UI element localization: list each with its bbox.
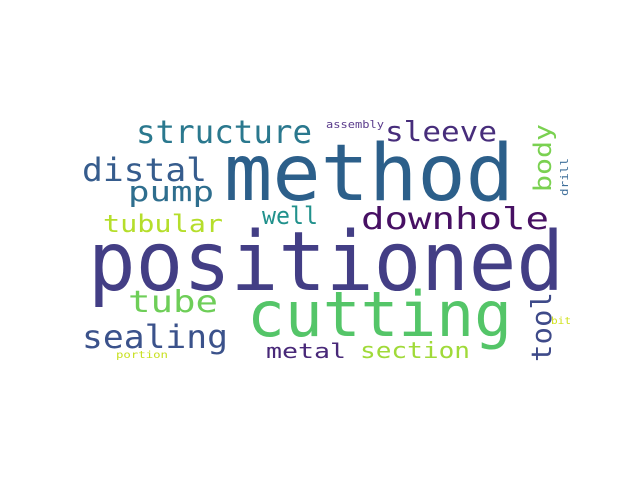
word-sleeve: sleeve — [385, 115, 497, 148]
word-well: well — [262, 202, 318, 230]
word-tube: tube — [128, 285, 218, 320]
word-metal: metal — [266, 339, 346, 363]
word-assembly: assembly — [326, 118, 384, 131]
word-body: body — [529, 124, 557, 192]
word-bit: bit — [551, 316, 571, 327]
word-structure: structure — [136, 113, 312, 151]
word-pump: pump — [128, 175, 214, 208]
word-portion: portion — [116, 350, 168, 361]
word-tool: tool — [525, 292, 558, 362]
word-tubular: tubular — [103, 210, 223, 238]
word-downhole: downhole — [361, 202, 549, 237]
word-drill: drill — [558, 158, 571, 196]
word-section: section — [360, 339, 470, 364]
